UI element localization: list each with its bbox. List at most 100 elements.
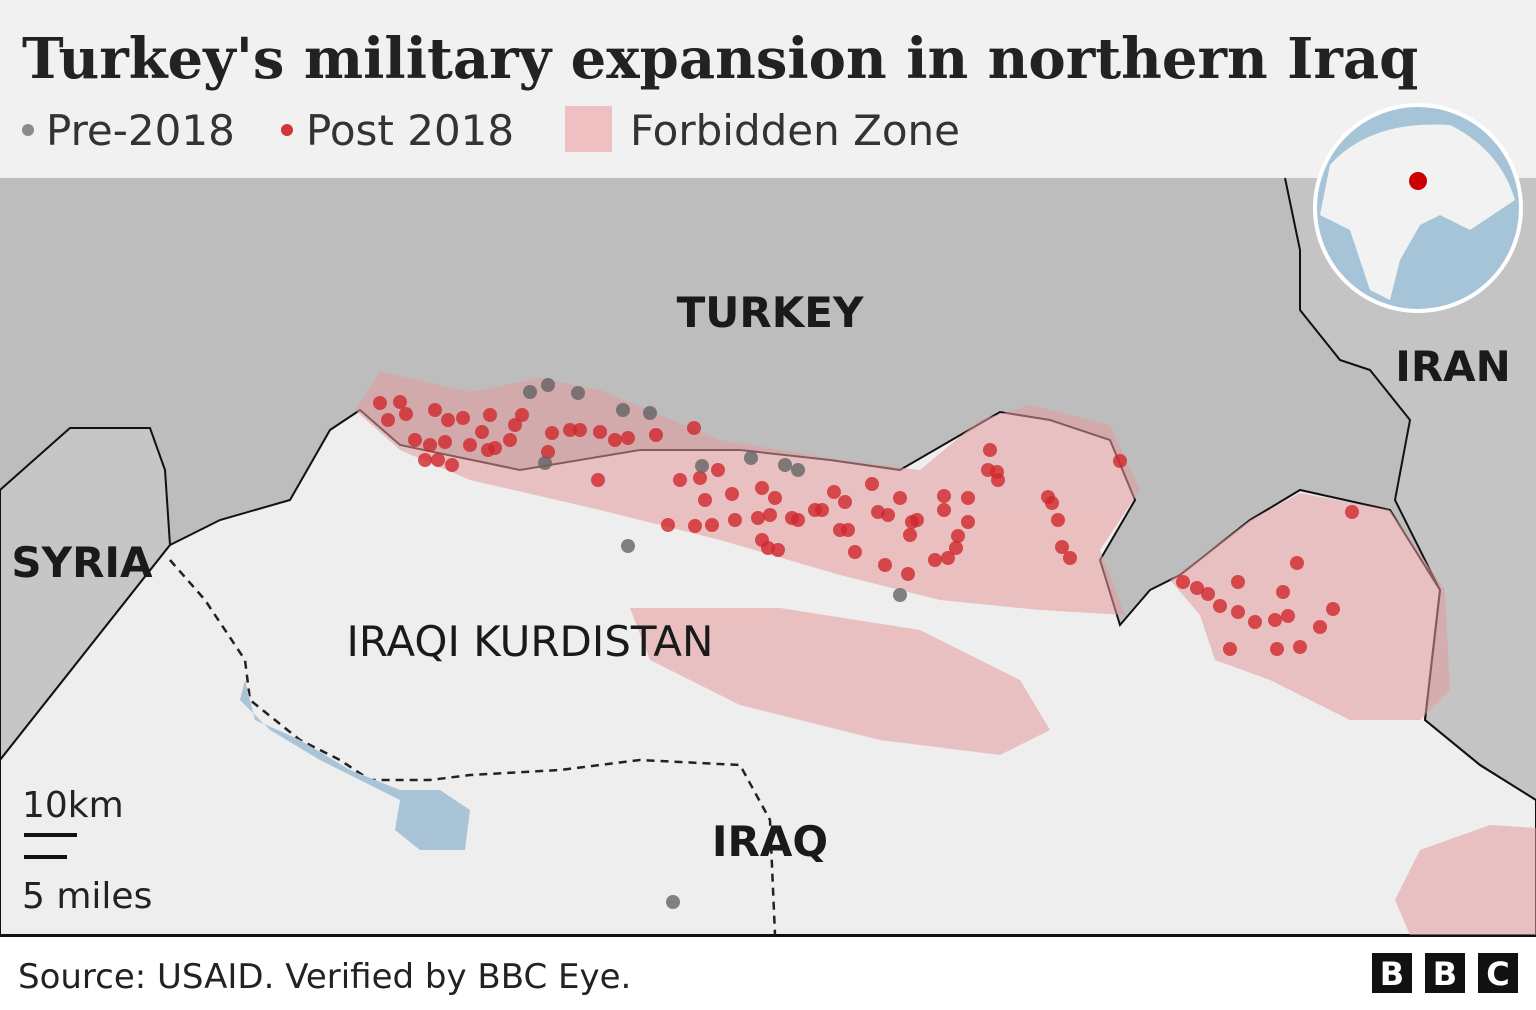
post-2018-base xyxy=(1326,602,1340,616)
post-2018-base xyxy=(1190,581,1204,595)
post-2018-base xyxy=(545,426,559,440)
post-2018-base xyxy=(1055,540,1069,554)
post-2018-base xyxy=(1276,585,1290,599)
post-2018-base xyxy=(418,453,432,467)
post-2018-base xyxy=(1051,513,1065,527)
legend-swatch xyxy=(565,106,612,152)
post-2018-base xyxy=(441,413,455,427)
post-2018-base xyxy=(541,445,555,459)
pre-2018-base xyxy=(541,378,555,392)
pre-2018-base xyxy=(744,451,758,465)
post-2018-base xyxy=(688,519,702,533)
post-2018-base xyxy=(508,418,522,432)
post-2018-base xyxy=(488,441,502,455)
post-2018-base xyxy=(1345,505,1359,519)
forbidden-zone xyxy=(1170,493,1450,720)
post-2018-base xyxy=(381,413,395,427)
post-2018-base xyxy=(423,438,437,452)
logo-letter: C xyxy=(1486,955,1509,993)
logo-letter: B xyxy=(1433,955,1457,993)
post-2018-base xyxy=(949,541,963,555)
post-2018-base xyxy=(431,453,445,467)
post-2018-base xyxy=(1045,496,1059,510)
post-2018-base xyxy=(901,567,915,581)
post-2018-base xyxy=(983,443,997,457)
post-2018-base xyxy=(937,489,951,503)
post-2018-base xyxy=(661,518,675,532)
post-2018-base xyxy=(393,395,407,409)
post-2018-base xyxy=(751,511,765,525)
post-2018-base xyxy=(848,545,862,559)
pre-2018-base xyxy=(666,895,680,909)
post-2018-base xyxy=(1113,454,1127,468)
land xyxy=(1320,124,1515,300)
post-2018-base xyxy=(711,463,725,477)
post-2018-base xyxy=(503,433,517,447)
post-2018-base xyxy=(438,435,452,449)
logo-letter: B xyxy=(1380,955,1404,993)
pre-2018-base xyxy=(695,459,709,473)
post-2018-base xyxy=(961,515,975,529)
post-2018-base xyxy=(1248,615,1262,629)
post-2018-base xyxy=(428,403,442,417)
post-2018-base xyxy=(1223,642,1237,656)
pre-2018-base xyxy=(621,539,635,553)
post-2018-base xyxy=(475,425,489,439)
post-2018-base xyxy=(1176,575,1190,589)
post-2018-base xyxy=(483,408,497,422)
pre-2018-base xyxy=(893,588,907,602)
locator xyxy=(1409,172,1427,190)
post-2018-base xyxy=(865,477,879,491)
scale-label: 10km xyxy=(22,785,124,826)
post-2018-base xyxy=(1293,640,1307,654)
post-2018-base xyxy=(768,491,782,505)
post-2018-base xyxy=(1231,605,1245,619)
post-2018-base xyxy=(705,518,719,532)
lake xyxy=(240,680,470,850)
post-2018-base xyxy=(621,431,635,445)
post-2018-base xyxy=(1213,599,1227,613)
border xyxy=(1284,177,1536,801)
scale-label: 5 miles xyxy=(22,876,152,917)
syria-area xyxy=(0,427,172,762)
legend-label: Post 2018 xyxy=(306,106,514,155)
map: TURKEY IRAN SYRIA IRAQI KURDISTAN IRAQ 1… xyxy=(0,103,1536,936)
post-2018-base xyxy=(399,407,413,421)
post-2018-base xyxy=(910,513,924,527)
post-2018-base xyxy=(573,423,587,437)
post-2018-base xyxy=(838,495,852,509)
pre-2018-base xyxy=(523,385,537,399)
post-2018-base xyxy=(563,423,577,437)
logo-block xyxy=(1425,953,1465,993)
post-2018-base xyxy=(1231,575,1245,589)
header-bg xyxy=(0,0,1536,178)
post-2018-base xyxy=(893,491,907,505)
post-2018-base xyxy=(771,543,785,557)
post-2018-base xyxy=(815,503,829,517)
post-2018-base xyxy=(841,523,855,537)
post-2018-base xyxy=(1290,556,1304,570)
post-2018-base xyxy=(990,465,1004,479)
post-2018-base xyxy=(1313,620,1327,634)
legend-label: Pre-2018 xyxy=(46,106,235,155)
post-2018-base xyxy=(1268,613,1282,627)
locator-globe xyxy=(1313,103,1523,313)
map-label: SYRIA xyxy=(11,538,153,587)
post-2018-base xyxy=(456,411,470,425)
legend-swatch xyxy=(22,124,34,136)
legend-swatch xyxy=(281,124,293,136)
post-2018-base xyxy=(725,487,739,501)
post-2018-base xyxy=(445,458,459,472)
post-2018-base xyxy=(881,508,895,522)
pre-2018-base xyxy=(571,386,585,400)
post-2018-base xyxy=(593,425,607,439)
post-2018-base xyxy=(1063,551,1077,565)
post-2018-base xyxy=(608,433,622,447)
post-2018-base xyxy=(878,558,892,572)
post-2018-base xyxy=(698,493,712,507)
post-2018-base xyxy=(827,485,841,499)
post-2018-base xyxy=(928,553,942,567)
logo-block xyxy=(1372,953,1412,993)
post-2018-base xyxy=(408,433,422,447)
